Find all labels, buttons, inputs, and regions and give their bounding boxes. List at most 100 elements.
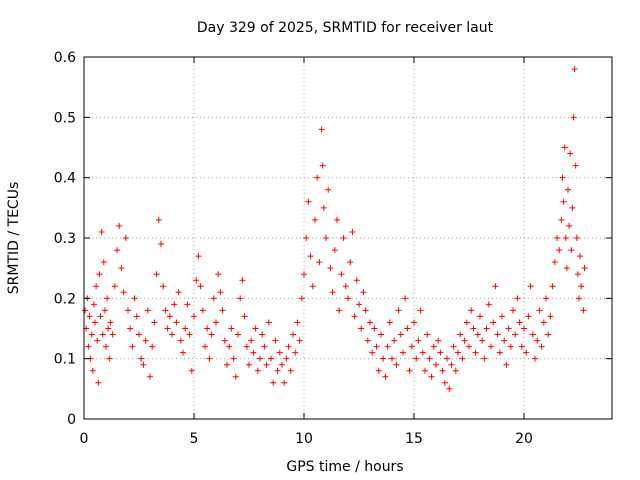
data-point — [197, 283, 204, 290]
data-point — [166, 313, 173, 320]
data-point — [133, 313, 140, 320]
data-point — [565, 186, 571, 193]
data-point — [283, 355, 290, 362]
data-point — [195, 253, 202, 260]
data-point — [561, 144, 568, 151]
data-point — [103, 343, 109, 350]
data-point — [221, 337, 228, 344]
data-point — [441, 379, 448, 386]
data-point — [153, 271, 160, 278]
data-point — [560, 198, 567, 205]
data-point — [490, 319, 497, 326]
data-point — [567, 150, 574, 157]
data-point — [417, 307, 424, 314]
data-point — [501, 337, 508, 344]
data-point — [99, 331, 106, 338]
data-point — [529, 331, 536, 338]
data-point — [510, 307, 516, 314]
data-point — [563, 265, 570, 272]
data-point — [111, 283, 118, 290]
data-points — [82, 66, 588, 392]
data-point — [356, 301, 362, 308]
data-point — [149, 343, 156, 350]
data-point — [468, 307, 475, 314]
data-point — [532, 355, 538, 362]
data-point — [551, 259, 558, 266]
data-point — [340, 235, 347, 241]
data-point — [389, 355, 395, 362]
grid-lines — [84, 57, 612, 419]
data-point — [177, 337, 184, 344]
data-point — [404, 325, 411, 332]
data-point — [301, 271, 307, 278]
data-point — [298, 295, 305, 302]
data-point — [338, 271, 345, 278]
data-point — [147, 373, 153, 380]
data-point — [89, 367, 96, 374]
data-point — [104, 295, 111, 302]
data-point — [547, 313, 554, 320]
y-tick-label: 0.5 — [54, 110, 76, 126]
data-point — [514, 295, 521, 302]
data-point — [494, 331, 501, 338]
data-point — [576, 295, 582, 302]
data-point — [439, 367, 446, 374]
chart-title: Day 329 of 2025, SRMTID for receiver lau… — [197, 20, 494, 36]
data-point — [101, 307, 108, 314]
y-axis-label: SRMTID / TECUs — [6, 182, 22, 295]
data-point — [274, 367, 281, 374]
data-point — [268, 355, 274, 362]
data-point — [82, 307, 89, 314]
data-point — [391, 337, 398, 344]
data-point — [106, 355, 113, 362]
data-point — [294, 319, 301, 326]
data-point — [342, 283, 349, 290]
data-point — [549, 283, 556, 290]
data-point — [507, 343, 514, 350]
data-point — [312, 216, 318, 223]
data-point — [566, 222, 573, 229]
data-point — [114, 247, 120, 254]
data-point — [235, 331, 241, 338]
data-point — [239, 277, 246, 284]
data-point — [568, 247, 575, 254]
data-point — [571, 66, 578, 73]
data-point — [243, 343, 250, 350]
data-point — [186, 331, 193, 338]
data-point — [92, 319, 98, 326]
data-point — [193, 277, 200, 284]
data-point — [219, 307, 226, 314]
data-point — [191, 313, 197, 320]
data-point — [320, 204, 327, 211]
data-point — [380, 355, 387, 362]
data-point — [131, 295, 138, 302]
data-point — [474, 331, 481, 338]
y-tick-label: 0.4 — [54, 171, 76, 187]
data-point — [107, 319, 114, 326]
data-point — [307, 253, 314, 260]
data-point — [228, 325, 235, 332]
data-point — [316, 259, 323, 266]
data-point — [88, 331, 95, 338]
x-tick-label: 0 — [80, 431, 89, 447]
x-tick-labels: 0 5 10 15 20 — [80, 431, 533, 447]
data-point — [215, 271, 222, 278]
data-point — [162, 307, 169, 314]
data-point — [527, 283, 534, 290]
data-point — [292, 349, 299, 356]
data-point — [250, 349, 257, 356]
data-point — [309, 283, 316, 290]
data-point — [424, 331, 431, 338]
data-point — [393, 361, 400, 368]
data-point — [285, 343, 292, 350]
data-point — [129, 343, 136, 350]
data-point — [263, 361, 270, 368]
data-point — [536, 307, 543, 314]
data-point — [559, 174, 566, 181]
data-point — [331, 247, 338, 254]
data-point — [353, 277, 360, 284]
data-point — [97, 313, 104, 320]
data-point — [349, 228, 356, 235]
data-point — [459, 355, 466, 362]
